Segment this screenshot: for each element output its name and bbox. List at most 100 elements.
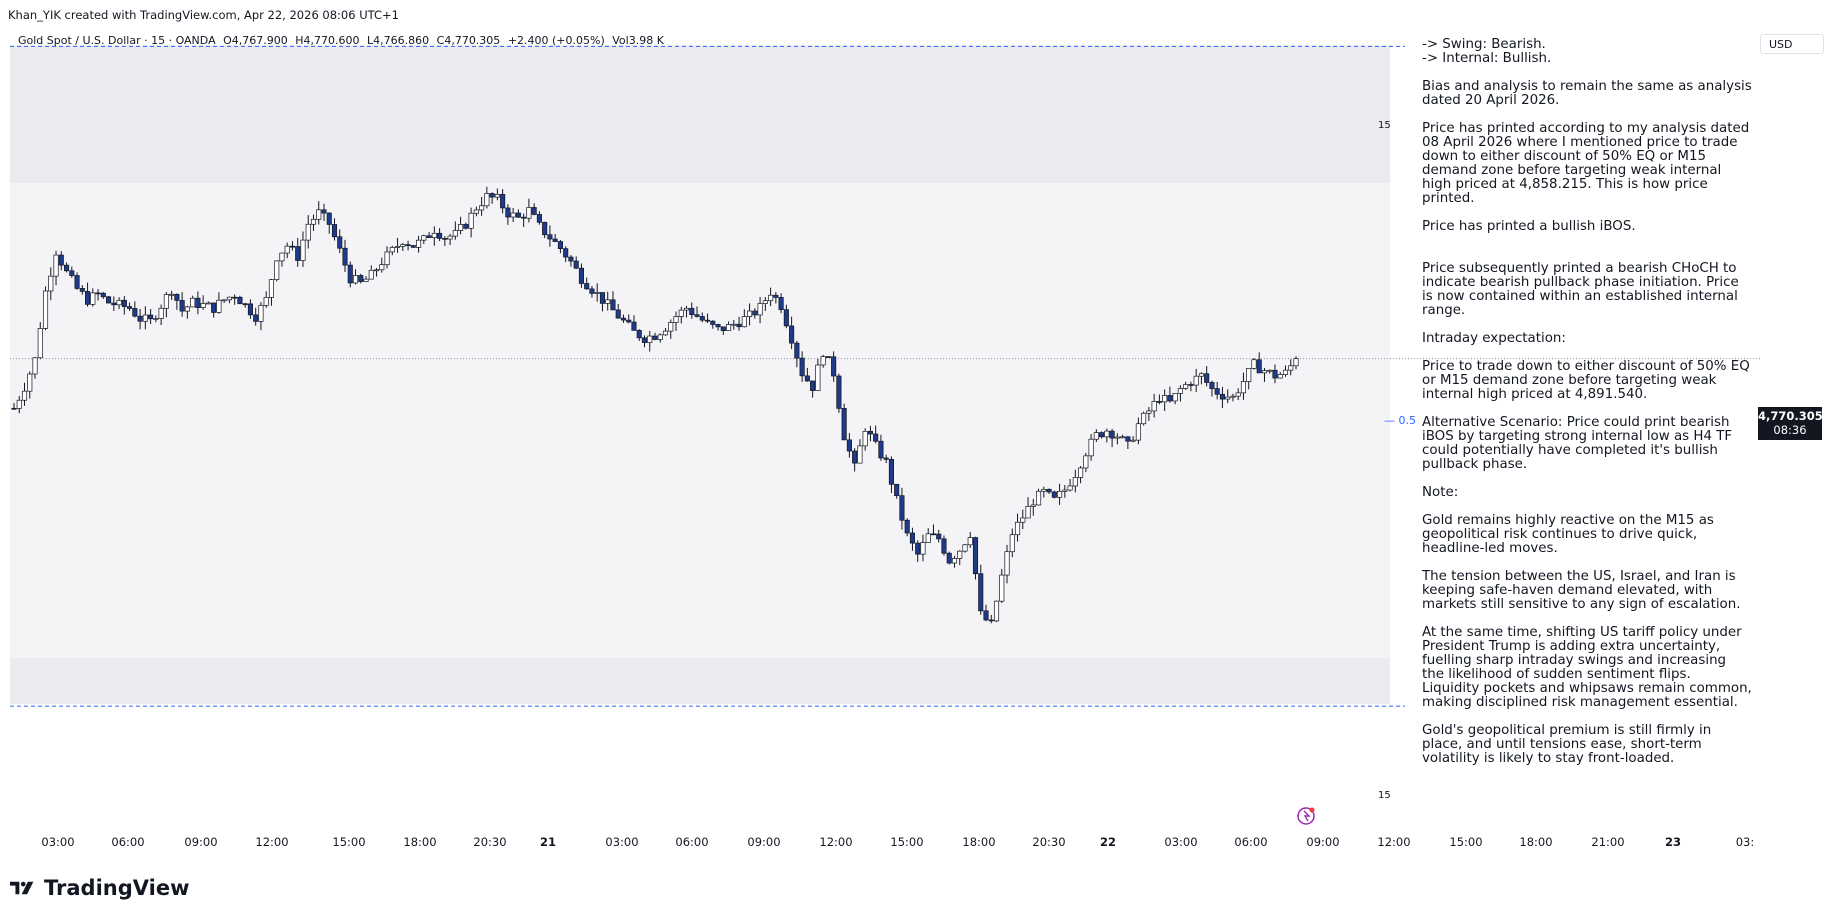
candle-body bbox=[111, 302, 117, 306]
candle-body bbox=[736, 323, 742, 328]
candle-body bbox=[810, 380, 816, 391]
candle-body bbox=[946, 552, 952, 564]
chart-pane[interactable]: 4,880.0004,870.0004,860.0004,850.0004,84… bbox=[10, 28, 1760, 858]
pane-label-bottom: 15 bbox=[1378, 790, 1391, 801]
alert-bolt-icon bbox=[1303, 810, 1311, 822]
candle-body bbox=[820, 356, 826, 366]
candle-body bbox=[610, 299, 616, 311]
note-ibos: Price has printed a bullish iBOS. bbox=[1422, 219, 1636, 234]
candle-body bbox=[825, 356, 831, 358]
candle-body bbox=[641, 337, 648, 343]
time-axis-label: 15:00 bbox=[890, 835, 923, 849]
candle-body bbox=[731, 323, 737, 326]
candle-body bbox=[794, 342, 800, 359]
time-axis-label: 06:00 bbox=[1234, 835, 1267, 849]
candle-body bbox=[599, 292, 606, 304]
currency-selector[interactable]: USD bbox=[1760, 34, 1824, 54]
candle-body bbox=[1088, 438, 1094, 457]
candle-body bbox=[710, 320, 716, 325]
candle-body bbox=[142, 314, 148, 322]
candle-body bbox=[778, 297, 784, 310]
candle-body bbox=[999, 574, 1005, 602]
note-premium: Gold's geopolitical premium is still fir… bbox=[1422, 723, 1712, 766]
candle-body bbox=[326, 212, 332, 225]
candle-body bbox=[757, 303, 763, 316]
candle-body bbox=[1114, 436, 1120, 439]
candle-body bbox=[11, 407, 17, 410]
price-chart[interactable]: 4,880.0004,870.0004,860.0004,850.0004,84… bbox=[10, 28, 1760, 858]
candle-body bbox=[494, 194, 500, 198]
candle-body bbox=[715, 324, 721, 328]
candle-body bbox=[190, 297, 196, 308]
candle-body bbox=[978, 573, 984, 612]
time-axis-label: 03: bbox=[1736, 835, 1755, 849]
header-credit: Khan_YIK created with TradingView.com, A… bbox=[8, 8, 399, 22]
last-price-value: 4,770.305 bbox=[1758, 409, 1823, 423]
candle-body bbox=[363, 278, 369, 282]
candle-body bbox=[1125, 436, 1131, 442]
note-intraday-text: Price to trade down to either discount o… bbox=[1422, 359, 1750, 402]
candle-body bbox=[521, 216, 527, 219]
candle-body bbox=[442, 238, 448, 240]
legend-open: O4,767.900 bbox=[223, 34, 288, 47]
candle-body bbox=[21, 390, 28, 401]
candle-body bbox=[1198, 373, 1204, 377]
candle-body bbox=[563, 248, 569, 258]
time-axis-label: 18:00 bbox=[962, 835, 995, 849]
candle-body bbox=[242, 303, 248, 306]
candle-body bbox=[410, 245, 416, 248]
candle-body bbox=[37, 328, 43, 359]
candle-body bbox=[925, 533, 931, 543]
candle-body bbox=[747, 310, 753, 317]
note-heading: Note: bbox=[1422, 485, 1459, 500]
candle-body bbox=[526, 207, 532, 219]
candle-body bbox=[321, 209, 327, 214]
candle-body bbox=[90, 292, 96, 305]
candle-body bbox=[899, 495, 905, 521]
legend-change: +2.400 (+0.05%) bbox=[507, 34, 605, 47]
legend-low: L4,766.860 bbox=[367, 34, 430, 47]
time-axis-label: 12:00 bbox=[1377, 835, 1410, 849]
candle-body bbox=[773, 294, 779, 298]
candle-body bbox=[310, 218, 317, 225]
candle-body bbox=[95, 292, 101, 295]
note-price-printed: Price has printed according to my analys… bbox=[1422, 121, 1750, 206]
candle-body bbox=[1256, 359, 1262, 374]
candle-body bbox=[1146, 410, 1152, 414]
candle-body bbox=[904, 519, 910, 534]
candle-body bbox=[479, 205, 485, 211]
candle-body bbox=[578, 267, 584, 284]
time-axis-label: 22 bbox=[1100, 835, 1116, 849]
candle-body bbox=[342, 247, 348, 266]
candle-body bbox=[762, 300, 768, 304]
candle-body bbox=[1188, 384, 1194, 386]
pane-label-top: 15 bbox=[1378, 120, 1391, 131]
candle-body bbox=[1030, 504, 1036, 507]
legend-close: C4,770.305 bbox=[436, 34, 501, 47]
time-axis-label: 15:00 bbox=[1449, 835, 1482, 849]
candle-body bbox=[421, 235, 427, 241]
candle-body bbox=[347, 264, 353, 284]
candle-body bbox=[605, 299, 611, 304]
candle-body bbox=[1282, 369, 1289, 375]
candle-body bbox=[636, 330, 642, 339]
candle-body bbox=[873, 433, 879, 442]
candle-body bbox=[768, 294, 774, 302]
candle-body bbox=[205, 302, 211, 305]
candle-body bbox=[683, 307, 690, 311]
candle-body bbox=[58, 254, 64, 266]
candle-body bbox=[678, 309, 684, 317]
alert-dot bbox=[1309, 807, 1315, 813]
candle-body bbox=[1246, 368, 1252, 382]
candle-body bbox=[373, 269, 380, 272]
candle-body bbox=[1293, 358, 1299, 367]
note-choch: Price subsequently printed a bearish CHo… bbox=[1422, 261, 1739, 318]
candle-body bbox=[957, 550, 963, 559]
candle-body bbox=[689, 307, 695, 315]
candle-body bbox=[1172, 392, 1178, 402]
tradingview-brand[interactable]: TradingView bbox=[10, 876, 189, 900]
candle-body bbox=[846, 439, 852, 452]
candle-body bbox=[673, 316, 679, 323]
candle-body bbox=[1177, 388, 1183, 394]
candle-body bbox=[536, 214, 542, 223]
